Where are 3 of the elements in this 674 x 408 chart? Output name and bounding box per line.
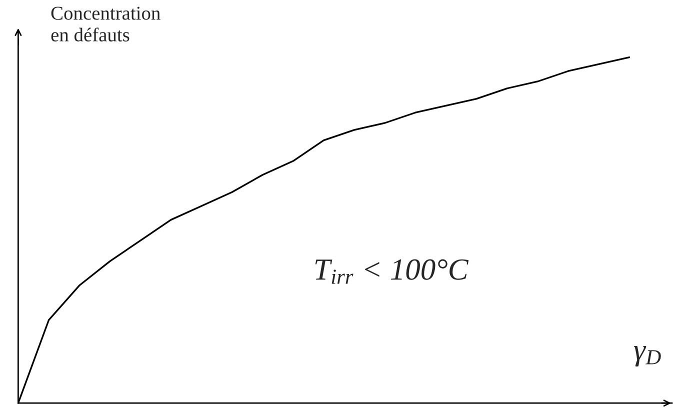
y-axis-title: Concentration en défauts <box>51 6 160 42</box>
x-axis-title: γ$_{D}$ <box>634 346 661 367</box>
annotation: T$_{irr}$ < 100°C <box>315 259 469 284</box>
